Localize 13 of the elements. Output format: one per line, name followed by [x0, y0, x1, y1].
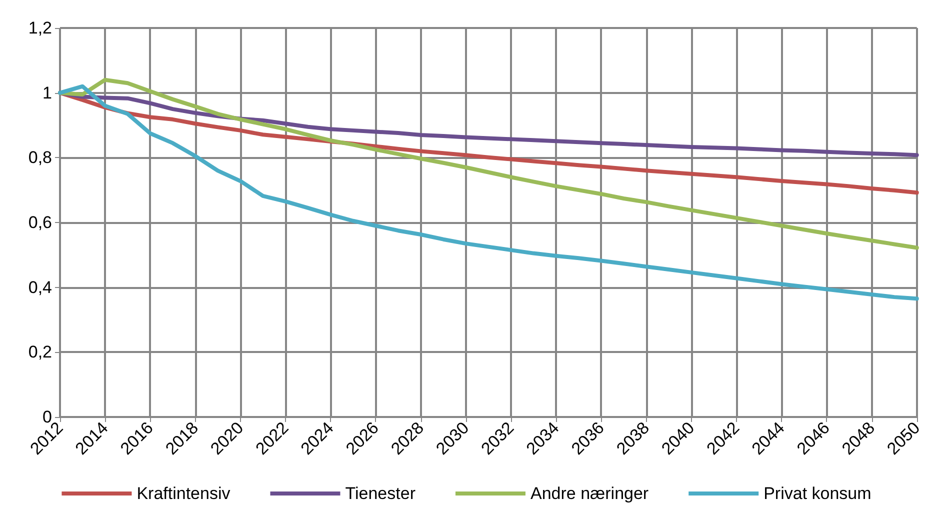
line-series: [58, 84, 919, 301]
y-tick-label: 0: [42, 408, 52, 426]
y-tick-label: 0,6: [28, 213, 52, 232]
legend-label: Andre næringer: [530, 484, 649, 503]
legend-label: Privat konsum: [764, 484, 872, 503]
y-tick-label: 1: [42, 83, 52, 102]
y-tick-label: 1,2: [28, 18, 52, 38]
y-tick-label: 0,8: [28, 148, 52, 168]
y-tick-label: 0,4: [28, 278, 52, 297]
legend-label: Tienester: [345, 484, 416, 503]
legend-label: Kraftintensiv: [136, 484, 231, 503]
line-series: [58, 78, 919, 250]
y-tick-label: 0,2: [28, 342, 52, 362]
